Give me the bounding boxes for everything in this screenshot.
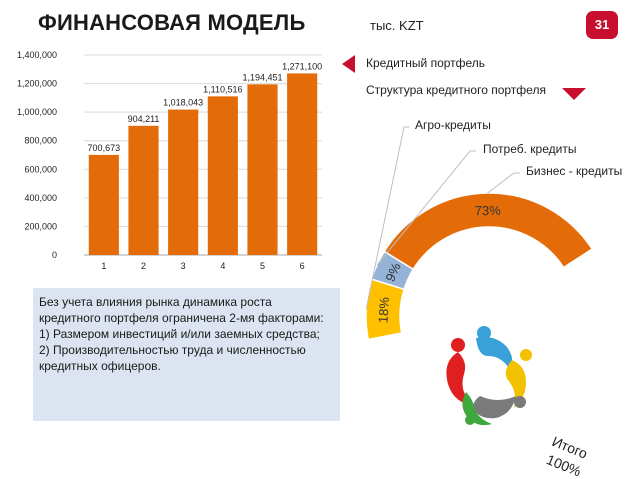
logo-gray-head — [514, 396, 526, 408]
logo-green-head — [465, 415, 475, 425]
donut-percent-label: 9% — [382, 260, 404, 284]
bar-value-label: 1,018,043 — [163, 98, 203, 108]
consumer-callout-label: Потреб. кредиты — [483, 142, 577, 156]
bar — [207, 96, 238, 255]
bar — [88, 154, 119, 255]
page-number-badge: 31 — [586, 11, 618, 39]
business-callout-label: Бизнес - кредиты — [526, 164, 623, 178]
logo-red-figure — [446, 352, 476, 406]
donut-segment — [383, 192, 594, 271]
donut-percent-label: 18% — [375, 296, 391, 323]
y-tick-label: 1,000,000 — [17, 107, 57, 117]
y-tick-label: 1,400,000 — [17, 50, 57, 60]
team-logo-icon — [446, 326, 532, 426]
bar-value-label: 700,673 — [88, 143, 121, 153]
bar — [247, 84, 278, 256]
callout-leader-line — [365, 126, 410, 310]
logo-red-head — [451, 338, 465, 352]
bar-value-label: 1,271,100 — [282, 61, 322, 71]
x-tick-label: 4 — [220, 261, 225, 271]
note-line-2: 1) Размером инвестиций и/или заемных сре… — [39, 327, 320, 341]
note-line-3: 2) Производительностью труда и численнос… — [39, 343, 306, 373]
x-tick-label: 5 — [260, 261, 265, 271]
bar-chart: 0 200,000 400,000 600,000 800,000 1,000,000 1,… — [17, 50, 322, 271]
logo-yellow-figure — [505, 360, 526, 408]
y-tick-label: 800,000 — [24, 136, 57, 146]
bar — [287, 73, 318, 256]
callout-leader-line — [376, 150, 476, 266]
y-tick-label: 600,000 — [24, 164, 57, 174]
logo-gray-figure — [472, 396, 516, 419]
y-tick-label: 400,000 — [24, 193, 57, 203]
unit-label: тыс. KZT — [370, 18, 424, 33]
bar — [168, 109, 199, 256]
x-tick-label: 1 — [101, 261, 106, 271]
bar-value-label: 1,194,451 — [242, 72, 282, 82]
x-tick-label: 3 — [181, 261, 186, 271]
legend-structure-label: Структура кредитного портфеля — [366, 83, 546, 97]
page-title: ФИНАНСОВАЯ МОДЕЛЬ — [38, 10, 306, 35]
note-box: Без учета влияния рынка динамика роста к… — [33, 288, 340, 421]
x-tick-label: 2 — [141, 261, 146, 271]
callout-leader-line — [487, 172, 520, 194]
triangle-left-icon — [342, 55, 355, 73]
logo-yellow-head — [520, 349, 532, 361]
donut-percent-label: 73% — [475, 203, 502, 218]
y-tick-label: 0 — [52, 250, 57, 260]
y-tick-label: 200,000 — [24, 221, 57, 231]
agro-callout-label: Агро-кредиты — [415, 118, 491, 132]
y-tick-label: 1,200,000 — [17, 79, 57, 89]
bar-value-label: 1,110,516 — [203, 84, 242, 94]
note-line-1: Без учета влияния рынка динамика роста к… — [39, 295, 324, 325]
bar — [128, 125, 159, 256]
logo-blue-figure — [476, 337, 513, 370]
triangle-down-icon — [562, 88, 586, 100]
x-tick-label: 6 — [300, 261, 305, 271]
logo-blue-head — [477, 326, 491, 340]
bar-value-label: 904,211 — [128, 114, 160, 124]
legend-portfolio-label: Кредитный портфель — [366, 56, 486, 70]
